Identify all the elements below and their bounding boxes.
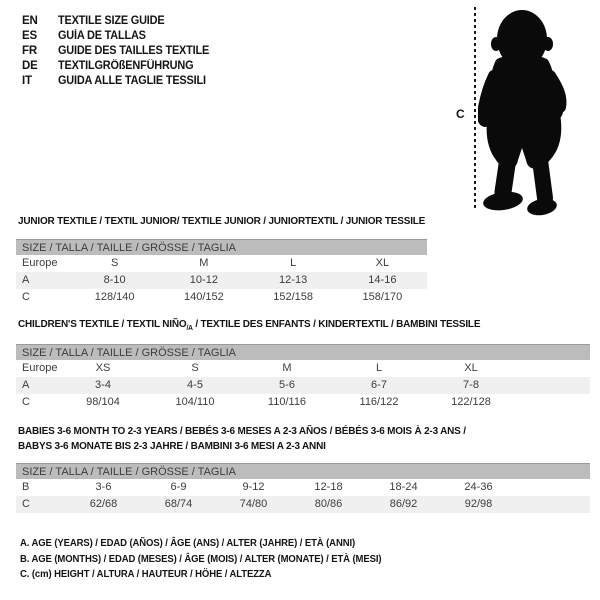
row-label: C bbox=[22, 291, 30, 303]
ear-left bbox=[491, 37, 501, 51]
baby-silhouette-image bbox=[478, 10, 567, 216]
title-line-1: BABIES 3-6 MONTH TO 2-3 YEARS / BEBÉS 3-… bbox=[18, 425, 466, 437]
language-title: GUIDE DES TAILLES TEXTILE bbox=[58, 45, 210, 57]
size-cell: XL bbox=[375, 257, 390, 269]
size-cell: XS bbox=[95, 362, 111, 374]
height-cell: 98/104 bbox=[86, 396, 120, 408]
age-cell: 5-6 bbox=[279, 379, 295, 391]
size-header-band: SIZE / TALLA / TAILLE / GRÖSSE / TAGLIA bbox=[16, 463, 590, 479]
size-cell: XL bbox=[464, 362, 478, 374]
height-cell: 110/116 bbox=[267, 396, 307, 408]
row-label: B bbox=[22, 481, 30, 493]
row-label: Europe bbox=[22, 257, 58, 269]
language-code: IT bbox=[22, 75, 32, 87]
height-cell: 128/140 bbox=[94, 291, 135, 303]
months-cell: 6-9 bbox=[170, 481, 187, 493]
row-label: C bbox=[22, 396, 30, 408]
language-title: TEXTILGRÖßENFÜHRUNG bbox=[58, 60, 194, 72]
months-cell: 18-24 bbox=[389, 481, 418, 493]
babies-size-table: SIZE / TALLA / TAILLE / GRÖSSE / TAGLIA … bbox=[16, 463, 590, 513]
age-cell: 12-13 bbox=[279, 274, 308, 286]
row-label: A bbox=[22, 379, 30, 391]
ear-right bbox=[543, 37, 553, 51]
height-cell: 122/128 bbox=[451, 396, 491, 408]
size-cell: M bbox=[282, 362, 292, 374]
title-text: / TEXTILE DES ENFANTS / KINDERTEXTIL / B… bbox=[192, 318, 481, 330]
title-line-2: BABYS 3-6 MONATE BIS 2-3 JAHRE / BAMBINI… bbox=[18, 440, 326, 452]
junior-table-title: JUNIOR TEXTILE / TEXTIL JUNIOR/ TEXTILE … bbox=[18, 215, 426, 227]
language-title: TEXTILE SIZE GUIDE bbox=[58, 15, 165, 27]
size-header-band: SIZE / TALLA / TAILLE / GRÖSSE / TAGLIA bbox=[16, 239, 427, 255]
language-row-de: DE TEXTILGRÖßENFÜHRUNG bbox=[22, 59, 217, 74]
height-cell: 68/74 bbox=[164, 498, 193, 510]
height-cell: 158/170 bbox=[362, 291, 403, 303]
language-row-en: EN TEXTILE SIZE GUIDE bbox=[22, 14, 217, 29]
height-cell: 80/86 bbox=[314, 498, 343, 510]
height-cell: 116/122 bbox=[359, 396, 399, 408]
junior-size-table: SIZE / TALLA / TAILLE / GRÖSSE / TAGLIA … bbox=[16, 239, 427, 306]
height-cell: 140/152 bbox=[183, 291, 224, 303]
height-measure-dashed-line bbox=[474, 7, 476, 208]
children-size-table: SIZE / TALLA / TAILLE / GRÖSSE / TAGLIA … bbox=[16, 344, 590, 411]
language-title-block: EN TEXTILE SIZE GUIDE ES GUÍA DE TALLAS … bbox=[22, 14, 217, 89]
size-cell: S bbox=[110, 257, 119, 269]
table-row-height: C 98/104 104/110 110/116 116/122 122/128 bbox=[16, 394, 590, 411]
height-cell: 152/158 bbox=[273, 291, 313, 303]
height-cell: 86/92 bbox=[389, 498, 418, 510]
language-row-fr: FR GUIDE DES TAILLES TEXTILE bbox=[22, 44, 217, 59]
size-cell: L bbox=[290, 257, 297, 269]
months-cell: 9-12 bbox=[242, 481, 265, 493]
height-cell: 104/110 bbox=[175, 396, 215, 408]
table-row-europe: Europe XS S M L XL bbox=[16, 360, 590, 377]
months-cell: 24-36 bbox=[464, 481, 493, 493]
months-cell: 12-18 bbox=[314, 481, 343, 493]
language-title: GUÍA DE TALLAS bbox=[58, 30, 146, 42]
legend-line-c: C. (cm) HEIGHT / ALTURA / HAUTEUR / HÖHE… bbox=[20, 569, 272, 580]
language-title: GUIDA ALLE TAGLIE TESSILI bbox=[58, 75, 206, 87]
babies-table-title: BABIES 3-6 MONTH TO 2-3 YEARS / BEBÉS 3-… bbox=[18, 424, 466, 454]
language-code: EN bbox=[22, 15, 38, 27]
size-cell: M bbox=[199, 257, 209, 269]
children-table-title: CHILDREN'S TEXTILE / TEXTIL NIÑO/A / TEX… bbox=[18, 317, 480, 336]
row-label: Europe bbox=[22, 362, 58, 374]
height-cell: 92/98 bbox=[464, 498, 493, 510]
height-cell: 62/68 bbox=[89, 498, 118, 510]
table-row-europe: Europe S M L XL bbox=[16, 255, 427, 272]
age-cell: 14-16 bbox=[368, 274, 397, 286]
age-cell: 3-4 bbox=[95, 379, 111, 391]
table-row-months: B 3-6 6-9 9-12 12-18 18-24 24-36 bbox=[16, 479, 590, 496]
age-cell: 8-10 bbox=[103, 274, 126, 286]
language-row-es: ES GUÍA DE TALLAS bbox=[22, 29, 217, 44]
table-row-age: A 3-4 4-5 5-6 6-7 7-8 bbox=[16, 377, 590, 394]
legend-line-a: A. AGE (YEARS) / EDAD (AÑOS) / ÂGE (ANS)… bbox=[20, 538, 356, 549]
measurement-legend: A. AGE (YEARS) / EDAD (AÑOS) / ÂGE (ANS)… bbox=[20, 536, 400, 583]
height-cell: 74/80 bbox=[239, 498, 268, 510]
title-subscript: /A bbox=[186, 325, 193, 333]
legend-line-b: B. AGE (MONTHS) / EDAD (MESES) / ÂGE (MO… bbox=[20, 553, 382, 565]
size-cell: S bbox=[191, 362, 199, 374]
language-code: ES bbox=[22, 30, 37, 42]
age-cell: 6-7 bbox=[371, 379, 387, 391]
table-row-height: C 128/140 140/152 152/158 158/170 bbox=[16, 289, 427, 306]
size-header-band: SIZE / TALLA / TAILLE / GRÖSSE / TAGLIA bbox=[16, 344, 590, 360]
title-text: CHILDREN'S TEXTILE / TEXTIL NIÑO bbox=[18, 318, 187, 330]
language-code: DE bbox=[22, 60, 38, 72]
language-row-it: IT GUIDA ALLE TAGLIE TESSILI bbox=[22, 74, 217, 89]
height-measure-label: C bbox=[456, 107, 465, 121]
language-code: FR bbox=[22, 45, 37, 57]
row-label: A bbox=[22, 274, 30, 286]
age-cell: 4-5 bbox=[187, 379, 203, 391]
row-label: C bbox=[22, 498, 30, 510]
age-cell: 10-12 bbox=[189, 274, 218, 286]
table-row-height: C 62/68 68/74 74/80 80/86 86/92 92/98 bbox=[16, 496, 590, 513]
months-cell: 3-6 bbox=[95, 481, 112, 493]
age-cell: 7-8 bbox=[463, 379, 479, 391]
size-cell: L bbox=[375, 362, 383, 374]
table-row-age: A 8-10 10-12 12-13 14-16 bbox=[16, 272, 427, 289]
